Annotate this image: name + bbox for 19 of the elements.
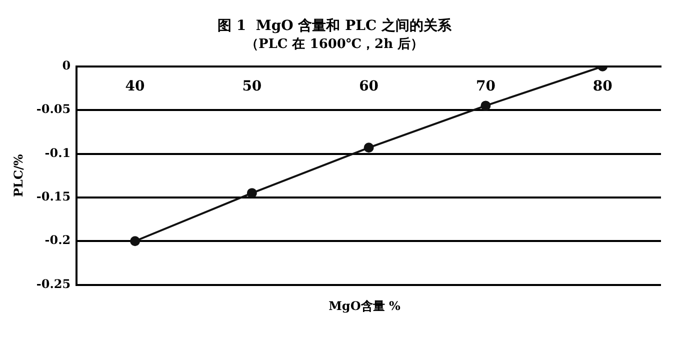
- x-tick-label: 40: [125, 78, 146, 94]
- x-axis-title: MgO含量 %: [328, 298, 402, 315]
- point: [480, 100, 491, 111]
- chart-title: 图 1 MgO 含量和 PLC 之间的关系: [218, 17, 452, 34]
- y-tick-label: -0.1: [44, 146, 71, 160]
- x-tick-label: 60: [359, 78, 379, 94]
- point: [246, 188, 257, 198]
- y-axis-title: PLC/%: [11, 154, 26, 197]
- y-tick-label: 0: [62, 58, 71, 73]
- x-tick-label: 50: [242, 78, 262, 94]
- x-tick-label: 70: [476, 78, 496, 94]
- chart-subtitle: （PLC 在 1600℃，2h 后）: [245, 36, 424, 52]
- y-tick-label: -0.15: [36, 190, 71, 204]
- y-tick-label: -0.05: [36, 102, 71, 116]
- x-tick-label: 80: [592, 78, 613, 94]
- y-tick-label: -0.25: [36, 276, 71, 291]
- y-tick-label: -0.2: [44, 233, 71, 248]
- point: [130, 236, 140, 246]
- point: [364, 142, 374, 153]
